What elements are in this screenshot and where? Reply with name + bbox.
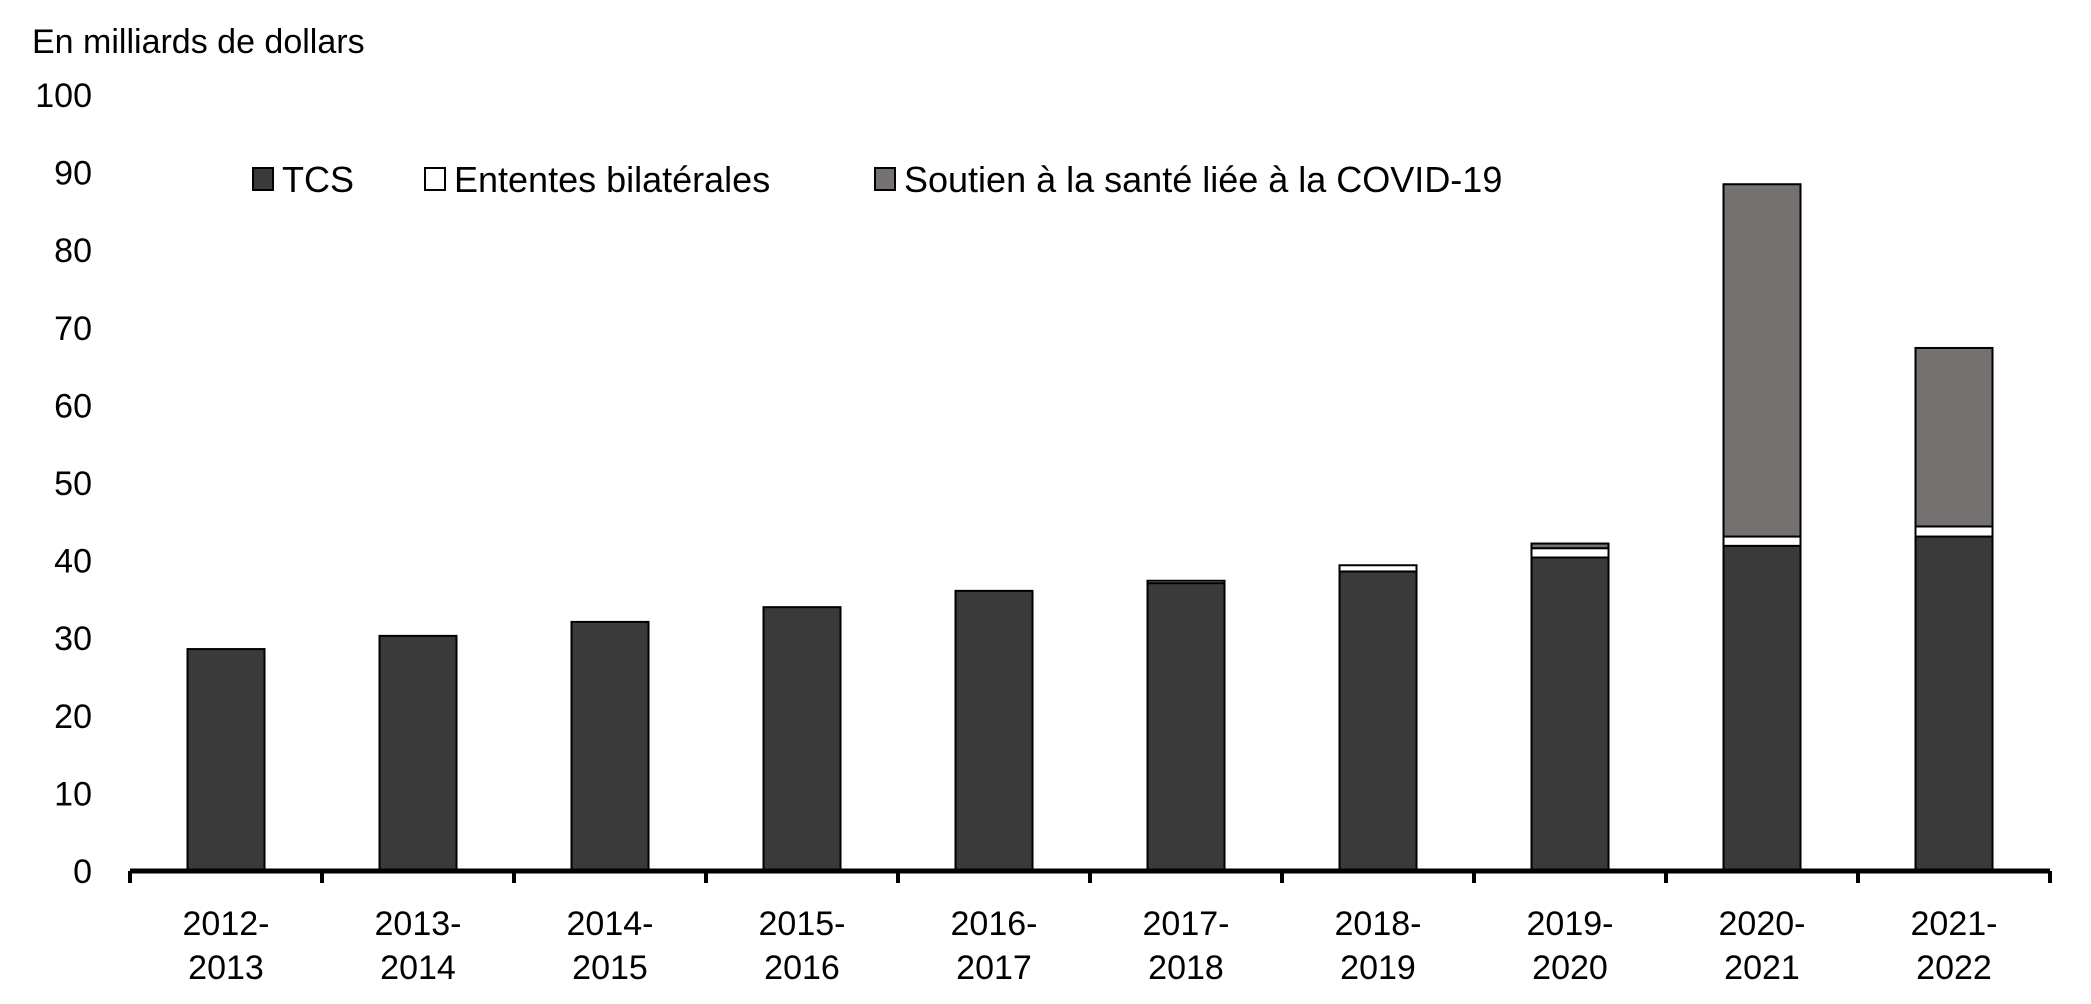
y-tick-label: 0 bbox=[73, 853, 92, 891]
bars bbox=[186, 183, 1994, 873]
bar-0-0 bbox=[186, 648, 266, 873]
y-tick-label: 40 bbox=[54, 543, 92, 581]
x-tick-label: 2012-2013 bbox=[183, 905, 270, 987]
x-tick-label: 2014-2015 bbox=[567, 905, 654, 987]
x-axis: 2012-2013 2013-2014 2014-2015 2015-2016 2016… bbox=[128, 868, 2052, 987]
bar-0-6 bbox=[1338, 570, 1418, 872]
bar-0-3 bbox=[762, 606, 842, 872]
y-tick-label: 50 bbox=[54, 465, 92, 503]
legend: TCS Ententes bilatérales Soutien à la sant… bbox=[252, 159, 1502, 200]
x-tick-label: 2015-2016 bbox=[759, 905, 846, 987]
x-tick-label: 2021-2022 bbox=[1911, 905, 1998, 987]
bar-2-7 bbox=[1530, 542, 1610, 550]
y-tick-label: 90 bbox=[54, 155, 92, 193]
x-tick-label: 2013-2014 bbox=[375, 905, 462, 987]
bar-1-5 bbox=[1146, 579, 1226, 585]
legend-label-1: Ententes bilatérales bbox=[454, 159, 770, 200]
y-tick-label: 100 bbox=[35, 77, 92, 115]
y-tick-label: 10 bbox=[54, 775, 92, 813]
bar-0-5 bbox=[1146, 582, 1226, 872]
y-axis-label: En milliards de dollars bbox=[32, 23, 365, 61]
y-tick-label: 60 bbox=[54, 387, 92, 425]
y-tick-label: 20 bbox=[54, 698, 92, 736]
x-tick-label: 2020-2021 bbox=[1719, 905, 1806, 987]
legend-swatch-1 bbox=[424, 167, 446, 191]
bar-1-8 bbox=[1722, 535, 1802, 547]
y-tick-label: 80 bbox=[54, 232, 92, 270]
x-tick-label: 2017-2018 bbox=[1143, 905, 1230, 987]
bar-0-2 bbox=[570, 620, 650, 872]
bar-2-8 bbox=[1722, 183, 1802, 538]
bar-1-6 bbox=[1338, 564, 1418, 573]
legend-label-0: TCS bbox=[282, 159, 354, 200]
x-tick-label: 2016-2017 bbox=[951, 905, 1038, 987]
bar-0-8 bbox=[1722, 544, 1802, 873]
x-tick-label: 2019-2020 bbox=[1527, 905, 1614, 987]
legend-swatch-0 bbox=[252, 167, 274, 191]
x-tick-label: 2018-2019 bbox=[1335, 905, 1422, 987]
legend-label-2: Soutien à la santé liée à la COVID-19 bbox=[904, 159, 1502, 200]
bar-2-9 bbox=[1914, 346, 1994, 528]
bar-1-9 bbox=[1914, 525, 1994, 538]
bar-0-1 bbox=[378, 634, 458, 873]
y-tick-label: 30 bbox=[54, 620, 92, 658]
bar-1-7 bbox=[1530, 547, 1610, 559]
bar-0-4 bbox=[954, 589, 1034, 872]
y-tick-label: 70 bbox=[54, 310, 92, 348]
y-axis-ticks: 0 10 20 30 40 50 60 70 80 90 100 bbox=[35, 77, 92, 891]
legend-swatch-2 bbox=[874, 167, 896, 191]
bar-0-7 bbox=[1530, 556, 1610, 872]
bar-0-9 bbox=[1914, 535, 1994, 872]
